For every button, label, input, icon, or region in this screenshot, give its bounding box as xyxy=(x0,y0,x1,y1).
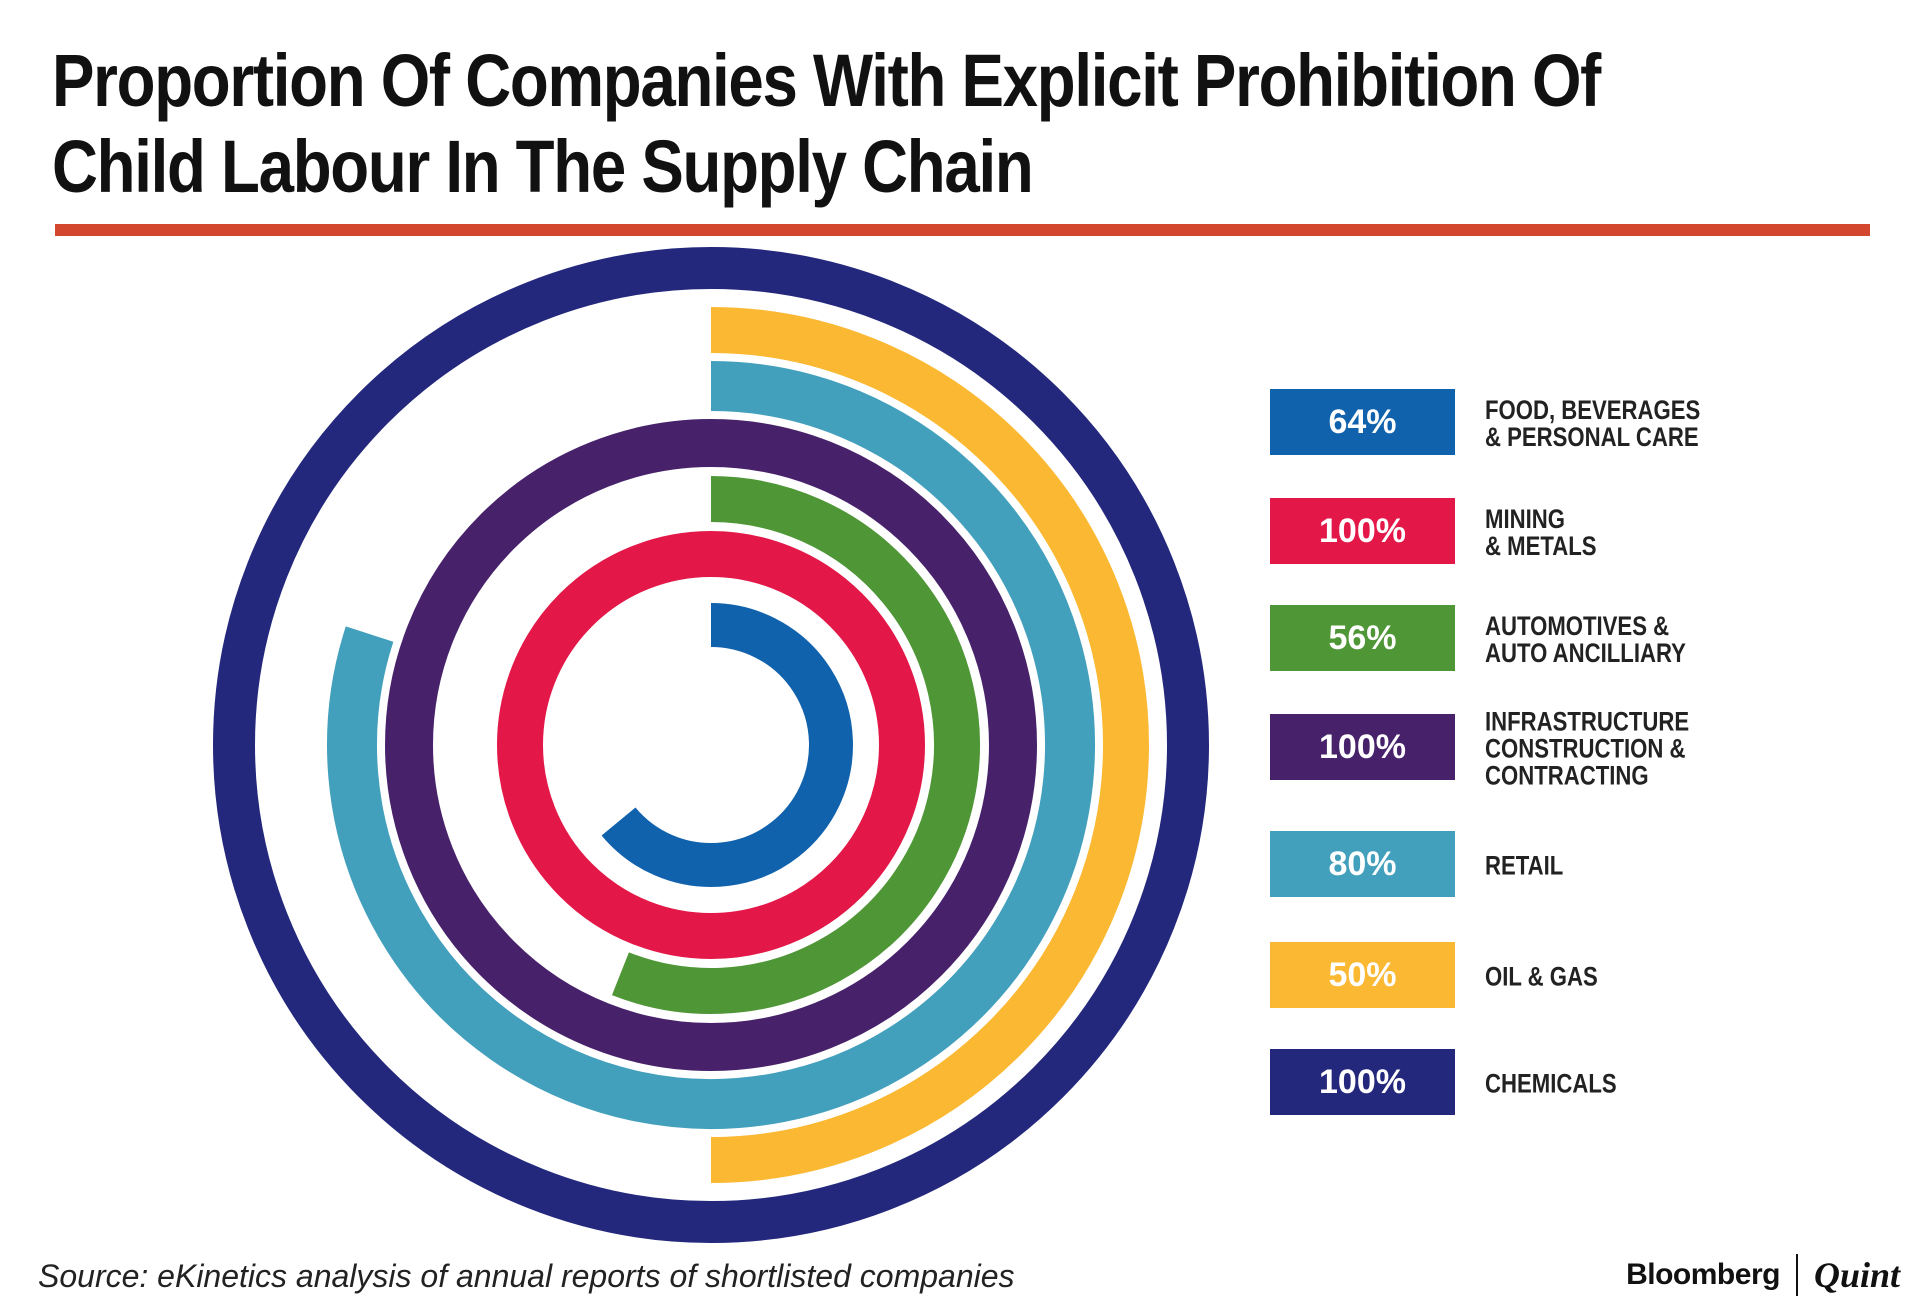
legend-label-mining-and-metals: MINING & METALS xyxy=(1485,504,1597,561)
radial-bar-automotives-and-auto-ancilliary xyxy=(612,476,980,1014)
legend-label-retail: RETAIL xyxy=(1485,850,1564,881)
legend-item-chemicals: 100% CHEMICALS xyxy=(1270,1049,1730,1119)
legend-item-mining-and-metals: 100% MINING & METALS xyxy=(1270,498,1730,568)
legend-item-automotives-and-auto-ancilliary: 56% AUTOMOTIVES & AUTO ANCILLIARY xyxy=(1270,605,1730,675)
chart-title-line-2: Child Labour In The Supply Chain xyxy=(52,125,1034,208)
radial-bar-retail xyxy=(327,361,1095,1129)
chart-title: Proportion Of Companies With Explicit Pr… xyxy=(52,38,1617,210)
legend-item-retail: 80% RETAIL xyxy=(1270,831,1730,901)
radial-bar-infrastructure-construction-and-contracting xyxy=(385,419,1037,1071)
source-note: Source: eKinetics analysis of annual rep… xyxy=(38,1258,1015,1294)
radial-bar-food-beverages-and-personal-care xyxy=(601,603,853,887)
legend-value-oil-and-gas: 50% xyxy=(1270,942,1455,1008)
legend-label-infrastructure-construction-and-contracting: INFRASTRUCTURE CONSTRUCTION & CONTRACTING xyxy=(1485,706,1690,791)
legend-value-chemicals: 100% xyxy=(1270,1049,1455,1115)
legend-value-mining-and-metals: 100% xyxy=(1270,498,1455,564)
legend-value-infrastructure-construction-and-contracting: 100% xyxy=(1270,714,1455,780)
brand-bloomberg: Bloomberg xyxy=(1626,1258,1780,1291)
title-divider xyxy=(55,224,1870,236)
legend-label-food-beverages-and-personal-care: FOOD, BEVERAGES & PERSONAL CARE xyxy=(1485,395,1701,452)
legend-item-food-beverages-and-personal-care: 64% FOOD, BEVERAGES & PERSONAL CARE xyxy=(1270,389,1730,459)
legend-label-automotives-and-auto-ancilliary: AUTOMOTIVES & AUTO ANCILLIARY xyxy=(1485,611,1686,668)
brand-separator xyxy=(1795,1254,1798,1296)
radial-bar-mining-and-metals xyxy=(497,531,925,959)
legend-label-chemicals: CHEMICALS xyxy=(1485,1068,1617,1099)
chart-title-line-1: Proportion Of Companies With Explicit Pr… xyxy=(52,39,1601,122)
legend-item-infrastructure-construction-and-contracting: 100% INFRASTRUCTURE CONSTRUCTION & CONTRACT… xyxy=(1270,708,1730,789)
legend-label-oil-and-gas: OIL & GAS xyxy=(1485,961,1598,992)
legend-value-automotives-and-auto-ancilliary: 56% xyxy=(1270,605,1455,671)
legend-value-food-beverages-and-personal-care: 64% xyxy=(1270,389,1455,455)
brand-logo: Bloomberg Quint xyxy=(1626,1250,1900,1300)
brand-quint: Quint xyxy=(1813,1255,1900,1295)
radial-bar-chemicals xyxy=(213,247,1209,1243)
legend-value-retail: 80% xyxy=(1270,831,1455,897)
legend-item-oil-and-gas: 50% OIL & GAS xyxy=(1270,942,1730,1012)
radial-bar-oil-and-gas xyxy=(710,307,1149,1183)
